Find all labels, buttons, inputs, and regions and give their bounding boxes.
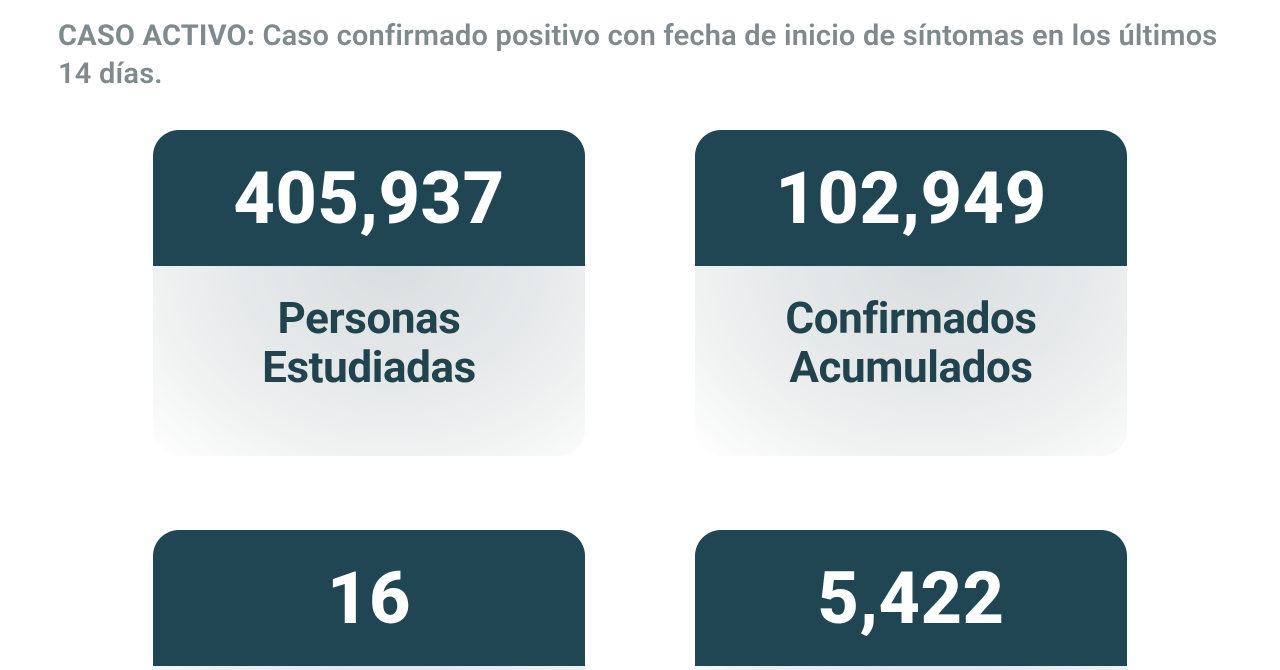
card-value: 102,949 (775, 156, 1046, 241)
stat-card-row2-left: 16 (153, 530, 585, 670)
card-value: 5,422 (817, 556, 1004, 641)
card-label-line1: Personas (277, 292, 460, 344)
cards-row-1: 405,937 Personas Estudiadas 102,949 Conf… (0, 130, 1280, 456)
card-label-line1: Confirmados (785, 292, 1036, 344)
card-label: Personas Estudiadas (262, 294, 476, 393)
card-label-line2: Acumulados (789, 341, 1032, 393)
card-label-line2: Estudiadas (262, 341, 476, 393)
card-header: 16 (153, 530, 585, 666)
stat-card-row2-right: 5,422 (695, 530, 1127, 670)
card-value: 405,937 (233, 156, 504, 241)
card-label: Confirmados Acumulados (785, 294, 1036, 393)
stat-card-personas-estudiadas: 405,937 Personas Estudiadas (153, 130, 585, 456)
stat-card-confirmados-acumulados: 102,949 Confirmados Acumulados (695, 130, 1127, 456)
cards-row-2: 16 5,422 (0, 530, 1280, 670)
card-header: 5,422 (695, 530, 1127, 666)
card-header: 405,937 (153, 130, 585, 266)
subtitle: CASO ACTIVO: Caso confirmado positivo co… (58, 18, 1220, 93)
card-body: Personas Estudiadas (153, 266, 585, 456)
card-value: 16 (327, 556, 411, 641)
card-header: 102,949 (695, 130, 1127, 266)
subtitle-label: CASO ACTIVO: (58, 19, 263, 53)
card-body: Confirmados Acumulados (695, 266, 1127, 456)
